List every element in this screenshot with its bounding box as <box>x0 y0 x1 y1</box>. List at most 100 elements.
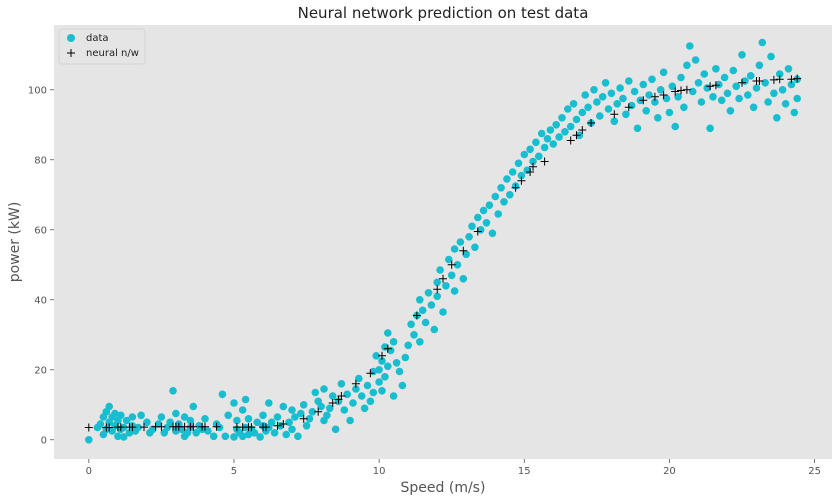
data-point <box>279 402 288 411</box>
data-point <box>416 296 424 304</box>
legend-box <box>58 28 146 65</box>
prediction-point <box>212 422 221 431</box>
prediction-point <box>383 344 392 353</box>
data-point <box>340 406 349 414</box>
data-point <box>288 425 296 434</box>
data-point <box>694 79 703 87</box>
data-point <box>119 433 128 441</box>
data-point <box>450 245 459 253</box>
prediction-point <box>659 91 668 99</box>
data-point <box>317 402 325 411</box>
data-point <box>154 420 163 428</box>
prediction-point <box>201 422 209 431</box>
data-point <box>221 432 230 441</box>
data-point <box>418 306 427 315</box>
prediction-point <box>247 423 256 432</box>
data-point <box>169 387 177 395</box>
prediction-point <box>540 157 549 166</box>
data-point <box>764 98 772 106</box>
y-tick-label: 0 <box>41 435 47 446</box>
data-point <box>404 341 413 350</box>
data-point <box>508 168 517 176</box>
data-point <box>651 98 659 106</box>
data-point <box>117 411 125 420</box>
data-point <box>775 70 784 78</box>
data-point <box>250 429 259 437</box>
prediction-point <box>84 423 93 432</box>
data-point <box>488 229 497 238</box>
x-tick-label: 0 <box>86 466 92 477</box>
data-point <box>770 89 778 98</box>
prediction-point <box>378 351 386 360</box>
data-point <box>732 82 740 91</box>
data-point <box>491 192 500 201</box>
data-point <box>424 289 433 297</box>
data-point <box>85 436 93 444</box>
prediction-point <box>140 423 148 432</box>
data-point <box>462 250 471 259</box>
data-point <box>468 222 476 231</box>
data-point <box>723 89 732 98</box>
data-point <box>572 115 581 124</box>
legend-data-label: data <box>86 33 109 44</box>
data-point <box>218 390 227 399</box>
data-point <box>790 108 799 117</box>
data-point <box>253 418 261 427</box>
data-point <box>793 94 801 103</box>
y-tick-label: 100 <box>28 85 47 96</box>
data-point <box>436 266 444 274</box>
prediction-point <box>671 87 680 96</box>
prediction-point <box>682 85 691 94</box>
prediction-point <box>433 285 442 294</box>
data-point <box>189 402 198 411</box>
prediction-point <box>775 75 784 84</box>
data-point <box>561 128 569 136</box>
data-point <box>537 129 546 138</box>
data-point <box>355 374 363 383</box>
data-point <box>433 292 442 301</box>
neural-nw-series <box>84 74 802 432</box>
prediction-point <box>273 421 282 430</box>
data-point <box>601 79 610 87</box>
data-point <box>665 108 674 117</box>
prediction-point <box>572 131 581 140</box>
data-point <box>482 219 491 227</box>
data-point <box>305 415 314 423</box>
data-point <box>343 390 352 399</box>
prediction-point <box>328 399 337 407</box>
data-point <box>735 94 743 103</box>
data-point <box>746 72 755 80</box>
data-point <box>773 114 781 122</box>
data-point <box>265 399 273 407</box>
data-point <box>285 418 293 427</box>
data-point <box>616 84 624 92</box>
data-point <box>105 402 113 411</box>
data-point <box>755 61 764 70</box>
prediction-point <box>412 311 421 320</box>
data-point <box>186 416 195 425</box>
data-point <box>729 66 738 75</box>
data-point <box>598 93 607 101</box>
legend: data neural n/w <box>58 28 146 65</box>
y-tick-label: 20 <box>34 365 47 376</box>
prediction-point <box>610 110 619 119</box>
data-point <box>238 406 247 414</box>
x-axis-label: Speed (m/s) <box>401 480 486 496</box>
data-point <box>453 261 462 269</box>
data-point <box>389 392 398 400</box>
data-point <box>375 378 383 386</box>
data-point <box>778 86 787 94</box>
data-point <box>500 198 508 206</box>
data-point <box>593 98 601 106</box>
x-axis-ticks: 0 5 10 15 20 25 <box>86 459 821 477</box>
data-point <box>717 96 726 105</box>
data-point <box>781 100 790 108</box>
data-point <box>421 318 430 327</box>
data-point <box>192 429 200 437</box>
data-point <box>610 117 619 126</box>
data-point <box>375 366 383 374</box>
data-point <box>398 381 407 390</box>
data-point <box>447 271 456 280</box>
prediction-point <box>793 74 802 83</box>
data-point <box>656 86 665 94</box>
